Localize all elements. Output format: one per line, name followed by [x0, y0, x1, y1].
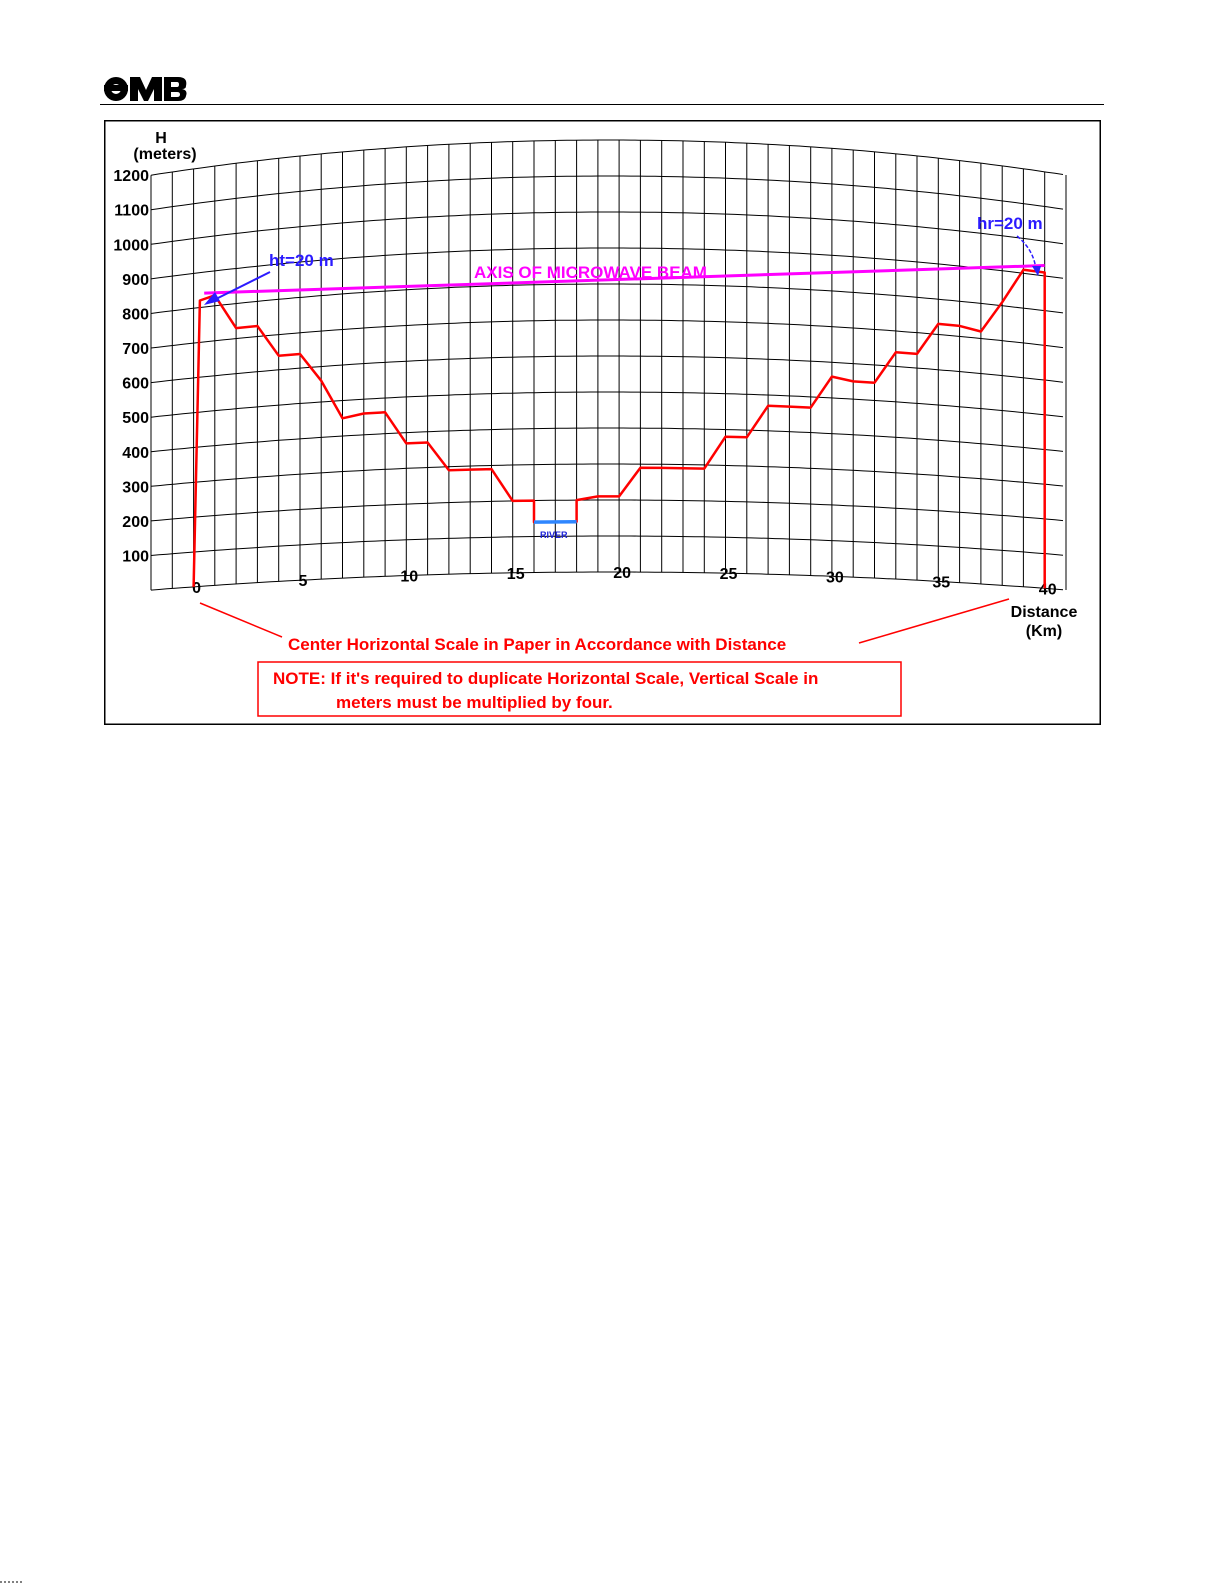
- hr-label: hr=20 m: [977, 214, 1043, 233]
- note-line-2: meters must be multiplied by four.: [336, 693, 613, 712]
- y-tick-label: 300: [122, 479, 149, 496]
- y-tick-label: 400: [122, 445, 149, 462]
- grid-curve-line: [150, 175, 1064, 211]
- omb-logo-icon: [100, 68, 188, 108]
- grid-curve-line: [150, 391, 1064, 418]
- grid-curve-line: [150, 535, 1064, 556]
- y-tick-label: 1000: [113, 237, 149, 254]
- y-tick-label: 600: [122, 376, 149, 393]
- hr-arrowhead: [1032, 266, 1041, 276]
- profile-chart: 100 200 300 400 500 600 700 800 900 1000 1100 1200 …: [104, 120, 1101, 725]
- y-tick-labels: 100 200 300 400 500 600 700 800 900 1000 1100 1200: [113, 168, 149, 565]
- x-tick-label: 25: [720, 566, 738, 583]
- ht-label: ht=20 m: [269, 251, 334, 270]
- grid-curve-line: [150, 463, 1064, 487]
- y-axis-title-line1: H: [155, 130, 167, 147]
- grid-curve-line: [150, 211, 1064, 245]
- y-tick-label: 500: [122, 410, 149, 427]
- ht-arrowhead: [204, 292, 220, 305]
- series-layer: [192, 264, 1046, 589]
- note-line-1: NOTE: If it's required to duplicate Hori…: [273, 669, 818, 688]
- page-corner-mark: [0, 1581, 22, 1583]
- omb-logo-graphic: [104, 77, 187, 101]
- header-divider: [100, 104, 1104, 105]
- x-axis-title-line2: (Km): [1026, 623, 1062, 640]
- y-tick-label: 1200: [113, 168, 149, 185]
- chart-grid: [150, 139, 1067, 591]
- ht-arrow: [209, 271, 271, 303]
- grid-curve-line: [150, 247, 1064, 280]
- center-note-leader-right: [858, 598, 1010, 644]
- y-tick-label: 800: [122, 307, 149, 324]
- x-tick-label: 15: [507, 566, 525, 583]
- y-tick-label: 1100: [114, 203, 149, 220]
- terrain-profile-line: [192, 268, 1046, 589]
- grid-curve-line: [150, 283, 1064, 314]
- note-box: [257, 661, 902, 717]
- x-tick-label: 0: [192, 580, 201, 597]
- grid-curve-line: [150, 427, 1064, 453]
- x-tick-labels: 0 5 10 15 20 25 30 35 40: [192, 565, 1057, 598]
- grid-curve-line: [150, 355, 1064, 384]
- y-tick-label: 700: [122, 341, 149, 358]
- x-tick-label: 30: [826, 569, 844, 586]
- y-axis-title-line2: (meters): [133, 146, 196, 163]
- grid-curve-line: [150, 499, 1064, 522]
- x-tick-label: 20: [613, 565, 631, 582]
- center-note: Center Horizontal Scale in Paper in Acco…: [288, 635, 786, 654]
- grid-curve-line: [150, 319, 1064, 349]
- microwave-beam-line: [204, 264, 1045, 295]
- y-tick-label: 900: [122, 272, 149, 289]
- chart-frame: [104, 120, 1101, 725]
- center-note-leader-left: [199, 602, 283, 638]
- chart-svg: 100200300400500600700800900100011001200 …: [104, 120, 1101, 725]
- grid-curve-line: [150, 571, 1064, 591]
- x-axis-title-line1: Distance: [1011, 604, 1078, 621]
- y-tick-label: 100: [122, 549, 149, 566]
- x-tick-label: 10: [400, 569, 418, 586]
- beam-label: AXIS OF MICROWAVE BEAM: [474, 263, 707, 282]
- river-label: RIVER: [540, 530, 568, 540]
- y-tick-label: 200: [122, 514, 149, 531]
- x-tick-label: 5: [299, 573, 308, 590]
- grid-curve-line: [150, 139, 1064, 176]
- x-tick-label: 35: [932, 574, 950, 591]
- x-tick-label: 40: [1039, 581, 1057, 598]
